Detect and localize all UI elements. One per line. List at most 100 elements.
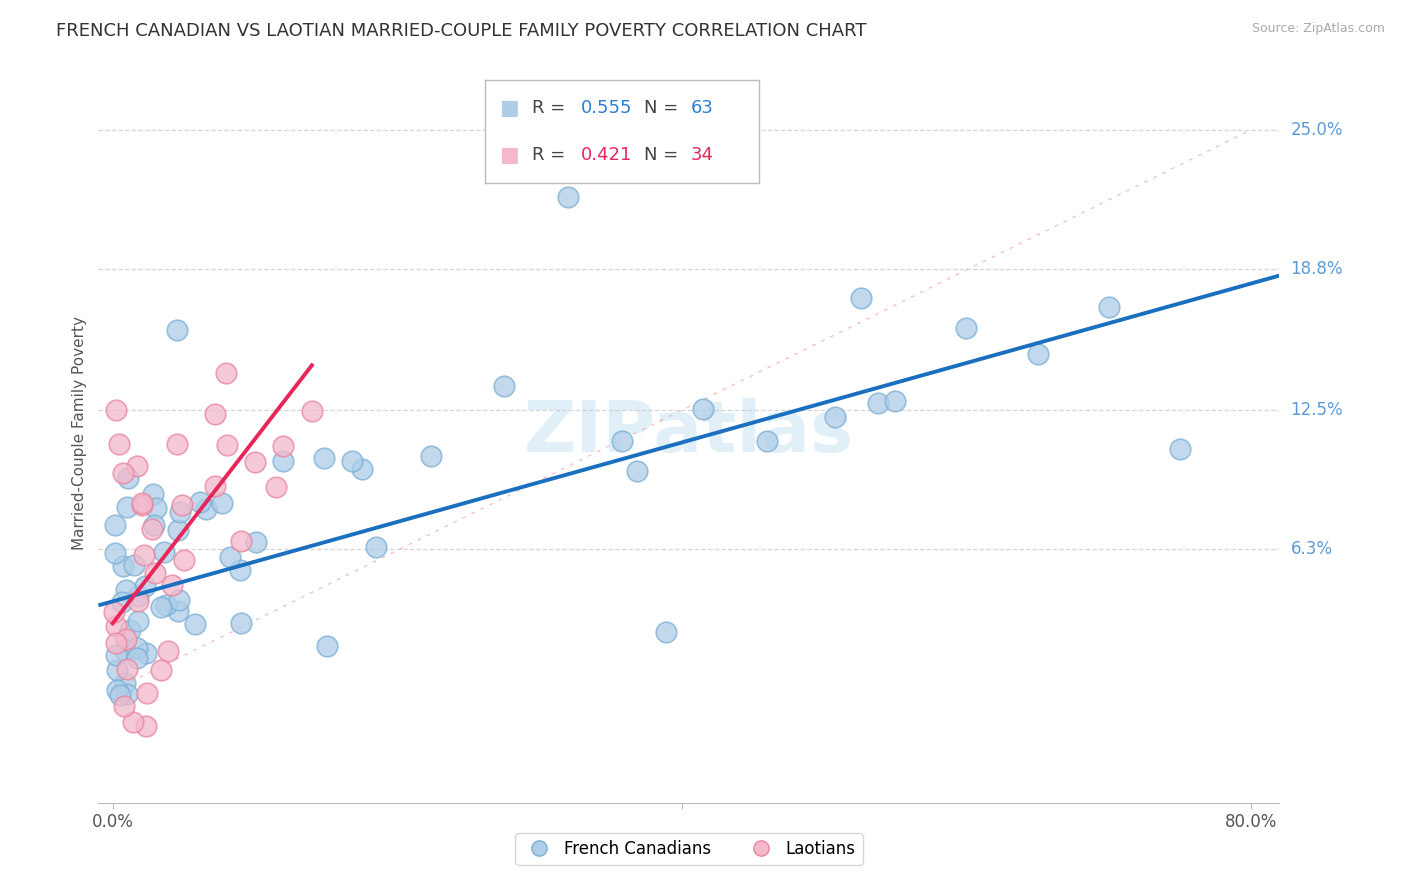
- Point: [122, 558, 145, 573]
- Point: [229, 533, 252, 548]
- Point: [166, 604, 188, 618]
- Point: [215, 367, 238, 381]
- Point: [134, 549, 156, 563]
- Text: ZIPatlas: ZIPatlas: [524, 398, 853, 467]
- Point: [131, 496, 153, 510]
- Text: 34: 34: [690, 146, 714, 164]
- Point: [127, 589, 149, 603]
- Point: [183, 617, 205, 632]
- Point: [315, 639, 337, 653]
- Point: [188, 495, 211, 509]
- Point: [115, 662, 138, 676]
- Point: [112, 699, 135, 714]
- Point: [150, 663, 173, 677]
- Point: [166, 437, 188, 451]
- Point: [108, 688, 131, 702]
- Point: [167, 524, 190, 538]
- Point: [692, 401, 714, 416]
- Point: [141, 522, 163, 536]
- Point: [156, 644, 179, 658]
- Point: [219, 549, 242, 564]
- Text: 63: 63: [690, 99, 714, 117]
- Point: [167, 593, 190, 607]
- Point: [142, 487, 165, 501]
- Point: [215, 438, 238, 452]
- Point: [142, 518, 165, 533]
- Point: [849, 291, 872, 305]
- Point: [153, 544, 176, 558]
- Point: [127, 640, 149, 655]
- Point: [115, 500, 138, 514]
- Point: [135, 646, 157, 660]
- Point: [204, 479, 226, 493]
- Point: [131, 498, 153, 512]
- Point: [105, 663, 128, 677]
- Point: [866, 396, 889, 410]
- Point: [145, 501, 167, 516]
- Text: ■: ■: [499, 98, 519, 118]
- Point: [104, 517, 127, 532]
- Point: [245, 534, 267, 549]
- Point: [169, 505, 191, 519]
- Point: [195, 502, 218, 516]
- Point: [115, 632, 138, 647]
- Text: R =: R =: [531, 99, 571, 117]
- Point: [114, 642, 136, 657]
- Point: [173, 553, 195, 567]
- Point: [955, 321, 977, 335]
- Y-axis label: Married-Couple Family Poverty: Married-Couple Family Poverty: [72, 316, 87, 549]
- Legend: French Canadians, Laotians: French Canadians, Laotians: [516, 833, 862, 865]
- Text: N =: N =: [644, 99, 685, 117]
- Point: [127, 459, 149, 474]
- Point: [229, 615, 252, 630]
- Point: [172, 498, 194, 512]
- Point: [626, 464, 648, 478]
- Point: [211, 496, 233, 510]
- Text: FRENCH CANADIAN VS LAOTIAN MARRIED-COUPLE FAMILY POVERTY CORRELATION CHART: FRENCH CANADIAN VS LAOTIAN MARRIED-COUPL…: [56, 22, 866, 40]
- Point: [107, 683, 129, 698]
- Point: [105, 403, 128, 417]
- Point: [366, 541, 388, 555]
- Text: 0.555: 0.555: [581, 99, 633, 117]
- Point: [273, 439, 295, 453]
- Point: [610, 434, 633, 448]
- Point: [122, 715, 145, 730]
- Point: [118, 623, 141, 637]
- Point: [103, 605, 125, 619]
- Text: 25.0%: 25.0%: [1291, 120, 1343, 139]
- Text: N =: N =: [644, 146, 685, 164]
- Point: [204, 407, 226, 421]
- Text: 18.8%: 18.8%: [1291, 260, 1343, 277]
- Point: [117, 471, 139, 485]
- Point: [115, 687, 138, 701]
- Point: [107, 437, 129, 451]
- Point: [824, 409, 846, 424]
- Point: [104, 619, 127, 633]
- Text: 0.421: 0.421: [581, 146, 633, 164]
- Point: [128, 614, 150, 628]
- Point: [104, 546, 127, 560]
- Point: [420, 449, 443, 463]
- Point: [155, 598, 177, 612]
- Point: [150, 600, 173, 615]
- Point: [111, 466, 134, 480]
- Point: [342, 453, 364, 467]
- Point: [114, 676, 136, 690]
- Point: [492, 379, 515, 393]
- Point: [350, 461, 373, 475]
- Point: [229, 564, 252, 578]
- Point: [884, 393, 907, 408]
- Point: [655, 624, 678, 639]
- Point: [756, 434, 779, 448]
- Point: [273, 454, 295, 468]
- Point: [166, 323, 188, 337]
- Point: [301, 404, 323, 418]
- Point: [134, 579, 156, 593]
- Point: [115, 583, 138, 598]
- Point: [557, 190, 579, 204]
- Text: 6.3%: 6.3%: [1291, 541, 1333, 558]
- Point: [243, 454, 266, 468]
- Text: 12.5%: 12.5%: [1291, 401, 1343, 419]
- Point: [105, 648, 128, 662]
- Point: [104, 636, 127, 650]
